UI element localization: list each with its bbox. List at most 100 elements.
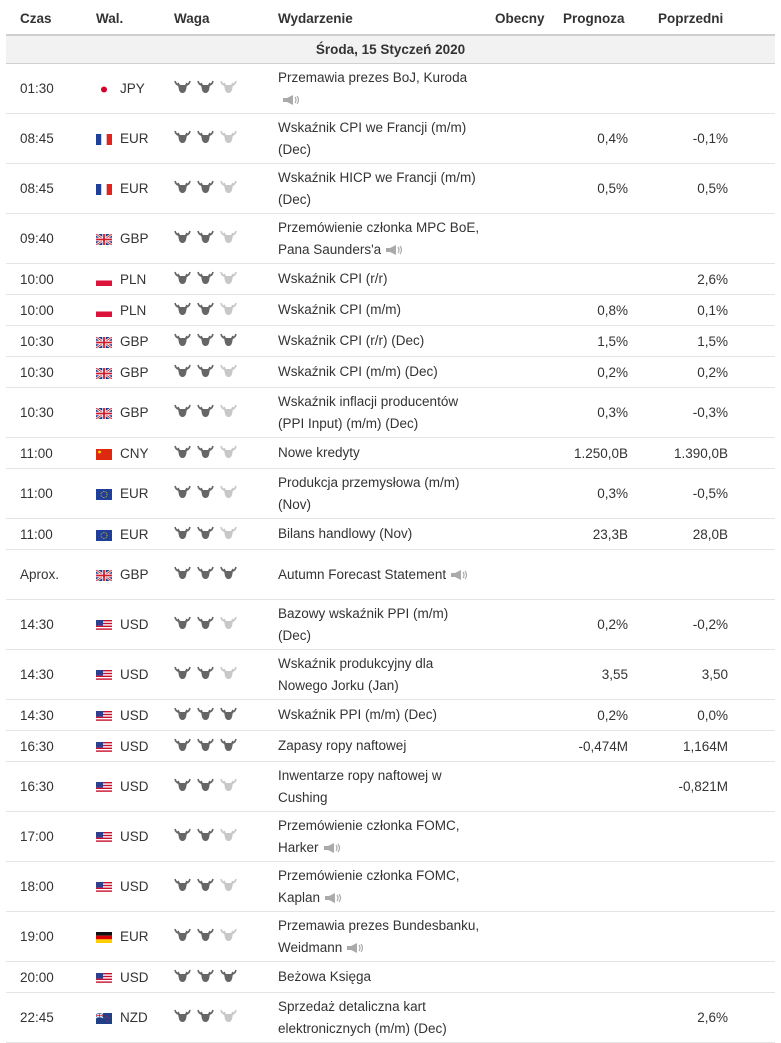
event-name[interactable]: Wskaźnik CPI (r/r) [278,268,388,290]
event-row[interactable]: 18:00 USD Przemówienie członka FOMC, Kapla… [6,862,775,912]
event-name[interactable]: Bazowy wskaźnik PPI (m/m) (Dec) [278,603,483,647]
event-name[interactable]: Beżowa Księga [278,966,371,988]
event-name[interactable]: Wskaźnik inflacji producentów (PPI Input… [278,391,483,435]
event-name[interactable]: Przemówienie członka FOMC, Kaplan [278,865,483,909]
event-name-text[interactable]: Wskaźnik PPI (m/m) (Dec) [278,707,438,722]
event-name-cell[interactable]: Wskaźnik PPI (m/m) (Dec) [278,700,483,730]
event-name-text[interactable]: Bilans handlowy (Nov) [278,526,413,541]
event-name-text[interactable]: Wskaźnik CPI we Francji (m/m) (Dec) [278,119,467,157]
event-name-cell[interactable]: Produkcja przemysłowa (m/m) (Nov) [278,469,483,518]
event-name-cell[interactable]: Wskaźnik HICP we Francji (m/m) (Dec) [278,164,483,213]
header-time[interactable]: Czas [20,11,52,26]
header-importance[interactable]: Waga [174,11,210,26]
event-name-cell[interactable]: Inwentarze ropy naftowej w Cushing [278,762,483,811]
event-row[interactable]: 10:30 GBP Wskaźnik inflacji producentów (P… [6,388,775,438]
event-name-cell[interactable]: Wskaźnik inflacji producentów (PPI Input… [278,388,483,437]
event-name-cell[interactable]: Przemówienie członka MPC BoE, Pana Saund… [278,214,483,263]
header-event[interactable]: Wydarzenie [278,11,353,26]
event-name-cell[interactable]: Zapasy ropy naftowej [278,731,483,761]
event-row[interactable]: 11:00 CNY Nowe kredyty 1.250,0B 1.390,0B [6,438,775,469]
event-row[interactable]: 08:45 EUR Wskaźnik CPI we Francji (m/m) (D… [6,114,775,164]
event-name[interactable]: Wskaźnik CPI (r/r) (Dec) [278,330,424,352]
event-row[interactable]: 01:30 JPY Przemawia prezes BoJ, Kuroda [6,64,775,114]
event-row[interactable]: 16:30 USD Zapasy ropy naftowej -0,474M 1,164… [6,731,775,762]
event-name[interactable]: Wskaźnik CPI we Francji (m/m) (Dec) [278,117,483,161]
event-name-text[interactable]: Inwentarze ropy naftowej w Cushing [278,767,442,805]
event-row[interactable]: 16:30 USD Inwentarze ropy naftowej w Cushi… [6,762,775,812]
event-name[interactable]: Wskaźnik PPI (m/m) (Dec) [278,704,437,726]
event-name-text[interactable]: Wskaźnik inflacji producentów (PPI Input… [278,393,459,431]
event-name[interactable]: Wskaźnik produkcyjny dla Nowego Jorku (J… [278,653,483,697]
event-row[interactable]: 10:30 GBP Wskaźnik CPI (r/r) (Dec) 1,5% 1,5% [6,326,775,357]
event-name-text[interactable]: Produkcja przemysłowa (m/m) (Nov) [278,474,460,512]
event-row[interactable]: 20:00 USD Beżowa Księga [6,962,775,993]
event-name-cell[interactable]: Wskaźnik CPI (r/r) (Dec) [278,326,483,356]
event-name-cell[interactable]: Przemawia prezes Bundesbanku, Weidmann [278,912,483,961]
event-name[interactable]: Inwentarze ropy naftowej w Cushing [278,765,483,809]
event-name[interactable]: Nowe kredyty [278,442,360,464]
event-name-text[interactable]: Przemówienie członka FOMC, Harker [278,817,460,855]
event-name-text[interactable]: Przemówienie członka MPC BoE, Pana Saund… [278,219,480,257]
header-currency[interactable]: Wal. [96,11,124,26]
header-actual[interactable]: Obecny [495,11,545,26]
event-row[interactable]: 10:00 PLN Wskaźnik CPI (m/m) 0,8% 0,1% [6,295,775,326]
event-name[interactable]: Przemówienie członka MPC BoE, Pana Saund… [278,217,483,261]
event-name-text[interactable]: Autumn Forecast Statement [278,566,447,582]
event-name[interactable]: Przemawia prezes Bundesbanku, Weidmann [278,915,483,959]
event-name-cell[interactable]: Bazowy wskaźnik PPI (m/m) (Dec) [278,600,483,649]
event-name[interactable]: Produkcja przemysłowa (m/m) (Nov) [278,472,483,516]
event-row[interactable]: 19:00 EUR Przemawia prezes Bundesbanku, We… [6,912,775,962]
event-row[interactable]: 17:00 USD Przemówienie członka FOMC, Harke… [6,812,775,862]
importance-rating [174,600,254,649]
event-name[interactable]: Wskaźnik HICP we Francji (m/m) (Dec) [278,167,483,211]
event-name-cell[interactable]: Przemówienie członka FOMC, Harker [278,812,483,861]
event-name[interactable]: Przemawia prezes BoJ, Kuroda [278,67,483,111]
event-name[interactable]: Przemówienie członka FOMC, Harker [278,815,483,859]
event-name-text[interactable]: Beżowa Księga [278,969,372,984]
event-name-cell[interactable]: Wskaźnik CPI (m/m) (Dec) [278,357,483,387]
event-name-cell[interactable]: Wskaźnik CPI (m/m) [278,295,483,325]
event-name-cell[interactable]: Sprzedaż detaliczna kart elektronicznych… [278,993,483,1042]
event-name-text[interactable]: Wskaźnik CPI (m/m) (Dec) [278,364,438,379]
event-name-text[interactable]: Przemawia prezes BoJ, Kuroda [278,69,468,85]
event-name-cell[interactable]: Przemówienie członka FOMC, Kaplan [278,862,483,911]
event-name[interactable]: Sprzedaż detaliczna kart elektronicznych… [278,996,483,1040]
event-row[interactable]: 11:00 EUR Bilans handlowy (Nov) 23,3B 28,0B [6,519,775,550]
event-name-cell[interactable]: Przemawia prezes BoJ, Kuroda [278,64,483,113]
event-name-text[interactable]: Zapasy ropy naftowej [278,738,407,753]
event-name-text[interactable]: Bazowy wskaźnik PPI (m/m) (Dec) [278,605,449,643]
event-name[interactable]: Autumn Forecast Statement [278,564,468,586]
event-row[interactable]: 11:00 EUR Produkcja przemysłowa (m/m) (Nov… [6,469,775,519]
event-name-text[interactable]: Wskaźnik CPI (r/r) [278,271,388,286]
event-name-cell[interactable]: Nowe kredyty [278,438,483,468]
event-name-text[interactable]: Przemówienie członka FOMC, Kaplan [278,867,460,905]
event-name[interactable]: Wskaźnik CPI (m/m) (Dec) [278,361,438,383]
event-name-cell[interactable]: Beżowa Księga [278,962,483,992]
header-previous[interactable]: Poprzedni [658,11,724,26]
event-row[interactable]: 10:30 GBP Wskaźnik CPI (m/m) (Dec) 0,2% 0,2% [6,357,775,388]
event-row[interactable]: 14:30 USD Bazowy wskaźnik PPI (m/m) (Dec) 0… [6,600,775,650]
event-name-text[interactable]: Nowe kredyty [278,445,360,460]
event-row[interactable]: 08:45 EUR Wskaźnik HICP we Francji (m/m) (… [6,164,775,214]
event-name-text[interactable]: Przemawia prezes Bundesbanku, Weidmann [278,917,480,955]
event-row[interactable]: Aprox. GBP Autumn Forecast Statement [6,550,775,600]
event-row[interactable]: 10:00 PLN Wskaźnik CPI (r/r) 2,6% [6,264,775,295]
header-forecast[interactable]: Prognoza [563,11,625,26]
event-name-text[interactable]: Sprzedaż detaliczna kart elektronicznych… [278,998,447,1036]
event-name-cell[interactable]: Wskaźnik CPI we Francji (m/m) (Dec) [278,114,483,163]
event-name[interactable]: Wskaźnik CPI (m/m) [278,299,401,321]
event-row[interactable]: 14:30 USD Wskaźnik PPI (m/m) (Dec) 0,2% 0,0% [6,700,775,731]
event-name[interactable]: Bilans handlowy (Nov) [278,523,412,545]
event-name-text[interactable]: Wskaźnik HICP we Francji (m/m) (Dec) [278,169,476,207]
event-name-text[interactable]: Wskaźnik CPI (m/m) [278,302,401,317]
event-name-cell[interactable]: Wskaźnik CPI (r/r) [278,264,483,294]
event-name-cell[interactable]: Wskaźnik produkcyjny dla Nowego Jorku (J… [278,650,483,699]
event-row[interactable]: 09:40 GBP Przemówienie członka MPC BoE, Pa… [6,214,775,264]
event-row[interactable]: 14:30 USD Wskaźnik produkcyjny dla Nowego … [6,650,775,700]
event-row[interactable]: 22:45 NZD Sprzedaż detaliczna kart elektro… [6,993,775,1043]
event-name[interactable]: Zapasy ropy naftowej [278,735,406,757]
event-name-text[interactable]: Wskaźnik produkcyjny dla Nowego Jorku (J… [278,655,434,693]
event-name-cell[interactable]: Autumn Forecast Statement [278,550,483,599]
event-name-cell[interactable]: Bilans handlowy (Nov) [278,519,483,549]
event-name-text[interactable]: Wskaźnik CPI (r/r) (Dec) [278,333,425,348]
